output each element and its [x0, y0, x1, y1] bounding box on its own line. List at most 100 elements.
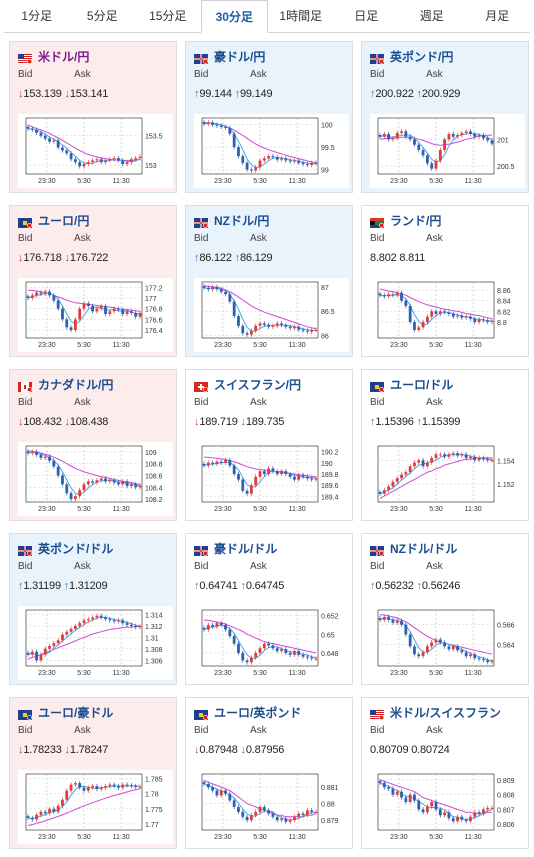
candle-body	[267, 810, 271, 814]
bid-label: Bid	[370, 561, 385, 572]
rate-card[interactable]: 英ポンド/円 Bid Ask ↑200.922 ↑200.929 201 200.5 23:…	[361, 41, 529, 193]
tab-4[interactable]: 1時間足	[279, 9, 323, 23]
candle-body	[232, 301, 236, 317]
candle-body	[228, 460, 232, 466]
chart-container[interactable]: 100 99.5 99 23:30 5:30 11:30	[194, 114, 349, 188]
candle-body	[417, 327, 421, 330]
rate-card[interactable]: ユーロ/ドル Bid Ask ↑1.15396 ↑1.15399 1.154 1.152 2…	[361, 369, 529, 521]
candle-body	[26, 296, 30, 298]
currency-pair-link[interactable]: ランド/円	[390, 213, 442, 228]
bid-label: Bid	[370, 725, 385, 736]
card-title-row: 豪ドル/ドル	[194, 541, 278, 557]
candle-body	[134, 158, 138, 160]
rate-card[interactable]: NZドル/ドル Bid Ask ↑0.56232 ↑0.56246 0.566 0.564…	[361, 533, 529, 685]
y-tick-label: 8.8	[497, 320, 507, 327]
candle-body	[382, 490, 386, 494]
tab-7[interactable]: 月足	[485, 9, 510, 23]
bid-arrow-icon: ↑	[194, 252, 200, 264]
currency-pair-link[interactable]: ユーロ/円	[38, 213, 90, 228]
tab-6[interactable]: 週足	[419, 9, 444, 23]
candle-body	[48, 456, 51, 461]
chart-container[interactable]: 87 86.5 86 23:30 5:30 11:30	[194, 278, 349, 352]
card-title-row: ユーロ/英ポンド	[194, 705, 302, 721]
x-tick-label: 23:30	[38, 342, 56, 349]
rate-card[interactable]: 豪ドル/ドル Bid Ask ↑0.64741 ↑0.64745 0.652 0.65 0.…	[185, 533, 353, 685]
candle-body	[112, 480, 116, 483]
chart-container[interactable]: 1.154 1.152 23:30 5:30 11:30	[370, 442, 525, 516]
candle-body	[284, 158, 288, 161]
rate-card[interactable]: NZドル/円 Bid Ask ↑86.122 ↑86.129 87 86.5 86 23:30…	[185, 205, 353, 357]
currency-pair-link[interactable]: スイスフラン/円	[214, 377, 301, 392]
candle-body	[262, 806, 266, 811]
candle-body	[95, 480, 99, 483]
candle-body	[108, 619, 112, 621]
y-tick-label: 1.154	[497, 458, 515, 465]
candle-body	[228, 793, 232, 801]
currency-pair-link[interactable]: ユーロ/ドル	[390, 377, 454, 392]
chart-container[interactable]: 177.2 177 176.8 176.6 176.4 23:30 5:30 11:30	[18, 278, 173, 352]
rate-card[interactable]: ユーロ/英ポンド Bid Ask ↓0.87948 ↓0.87956 0.881 0.88…	[185, 697, 353, 849]
candle-body	[232, 465, 236, 474]
candle-body	[438, 639, 442, 643]
candle-body	[460, 132, 464, 136]
y-tick-label: 1.152	[497, 482, 515, 489]
chart-container[interactable]: 1.785 1.78 1.775 1.77 23:30 5:30 11:30	[18, 770, 173, 844]
rate-card[interactable]: 米ドル/円 Bid Ask ↓153.139 ↓153.141 153.5 153 23:3…	[9, 41, 177, 193]
currency-pair-link[interactable]: カナダドル/円	[38, 377, 114, 392]
bid-value: 0.56232	[375, 580, 414, 592]
currency-pair-link[interactable]: ユーロ/豪ドル	[38, 705, 114, 720]
tab-3[interactable]: 30分足	[200, 0, 268, 33]
candle-body	[108, 311, 112, 314]
rate-card[interactable]: ユーロ/豪ドル Bid Ask ↓1.78233 ↓1.78247 1.785 1.78 1…	[9, 697, 177, 849]
candle-body	[254, 325, 258, 331]
rate-card[interactable]: カナダドル/円 Bid Ask ↓108.432 ↓108.438 109 108.8 10…	[9, 369, 177, 521]
currency-pair-link[interactable]: 米ドル/スイスフラン	[390, 705, 501, 720]
rate-card[interactable]: ユーロ/円 Bid Ask ↓176.718 ↓176.722 177.2 177 176.…	[9, 205, 177, 357]
chart-container[interactable]: 190.2 190 189.8 189.6 189.4 23:30 5:30 11:30	[194, 442, 349, 516]
rate-card[interactable]: 豪ドル/円 Bid Ask ↑99.144 ↑99.149 100 99.5 99 23:30…	[185, 41, 353, 193]
candle-body	[237, 643, 240, 653]
bid-value: 1.15396	[375, 416, 414, 428]
candle-body	[434, 639, 438, 643]
chart-container[interactable]: 8.86 8.84 8.82 8.8 23:30 5:30 11:30	[370, 278, 525, 352]
rate-card[interactable]: スイスフラン/円 Bid Ask ↓189.719 ↓189.735 190.2 190 1…	[185, 369, 353, 521]
price-chart: 1.314 1.312 1.31 1.308 1.306 23:30 5:30 11:30	[25, 609, 163, 677]
candle-body	[408, 306, 412, 322]
tab-0[interactable]: 1分足	[21, 9, 53, 23]
chart-container[interactable]: 109 108.8 108.6 108.4 108.2 23:30 5:30 11:30	[18, 442, 173, 516]
x-tick-label: 5:30	[77, 834, 91, 841]
candle-body	[438, 150, 442, 161]
chart-container[interactable]: 0.566 0.564 23:30 5:30 11:30	[370, 606, 525, 680]
y-tick-label: 1.312	[145, 624, 163, 631]
candle-body	[73, 319, 77, 330]
currency-flag-icon	[194, 51, 209, 65]
currency-pair-link[interactable]: ユーロ/英ポンド	[214, 705, 302, 720]
rate-card[interactable]: 米ドル/スイスフラン Bid Ask 0.80709 0.80724 0.809 0.80…	[361, 697, 529, 849]
currency-pair-link[interactable]: NZドル/円	[214, 213, 270, 228]
candle-body	[395, 620, 399, 623]
tab-5[interactable]: 日足	[354, 9, 379, 23]
currency-pair-link[interactable]: 英ポンド/ドル	[38, 541, 114, 556]
currency-pair-link[interactable]: 英ポンド/円	[390, 49, 454, 64]
candle-body	[378, 293, 382, 296]
chart-container[interactable]: 0.809 0.808 0.807 0.806 23:30 5:30 11:30	[370, 770, 525, 844]
candle-body	[121, 160, 125, 164]
chart-container[interactable]: 0.881 0.88 0.879 23:30 5:30 11:30	[194, 770, 349, 844]
chart-container[interactable]: 0.652 0.65 0.648 23:30 5:30 11:30	[194, 606, 349, 680]
candle-body	[425, 646, 429, 653]
bid-ask-labels: Bid Ask	[370, 561, 443, 572]
chart-container[interactable]: 201 200.5 23:30 5:30 11:30	[370, 114, 525, 188]
rate-card[interactable]: 英ポンド/ドル Bid Ask ↑1.31199 ↑1.31209 1.314 1.312…	[9, 533, 177, 685]
candle-body	[30, 451, 34, 454]
currency-pair-link[interactable]: NZドル/ドル	[390, 541, 458, 556]
tab-1[interactable]: 5分足	[86, 9, 118, 23]
chart-container[interactable]: 1.314 1.312 1.31 1.308 1.306 23:30 5:30 11:30	[18, 606, 173, 680]
rate-card[interactable]: ランド/円 Bid Ask 8.802 8.811 8.86 8.84 8.82 8.8 23:…	[361, 205, 529, 357]
tab-2[interactable]: 15分足	[149, 9, 187, 23]
chart-container[interactable]: 153.5 153 23:30 5:30 11:30	[18, 114, 173, 188]
x-tick-label: 11:30	[465, 506, 482, 513]
currency-pair-link[interactable]: 米ドル/円	[38, 49, 90, 64]
candle-body	[481, 457, 485, 460]
currency-pair-link[interactable]: 豪ドル/円	[214, 49, 266, 64]
currency-pair-link[interactable]: 豪ドル/ドル	[214, 541, 278, 556]
